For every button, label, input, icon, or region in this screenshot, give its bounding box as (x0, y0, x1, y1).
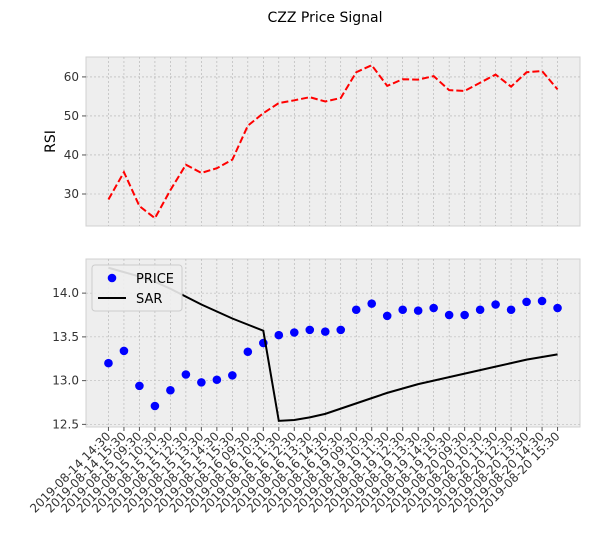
price-point (367, 299, 377, 308)
price-point (336, 325, 346, 335)
price-point (429, 303, 438, 313)
legend-label: SAR (136, 292, 162, 307)
price-point (351, 305, 361, 315)
y-tick-label: 14.0 (52, 286, 79, 300)
y-tick-label: 13.0 (52, 374, 79, 388)
y-tick-label: 50 (64, 109, 79, 123)
y-tick-label: 13.5 (52, 330, 79, 344)
price-point (212, 375, 222, 385)
y-tick-label: 30 (64, 187, 79, 201)
price-point (181, 370, 191, 379)
price-point (166, 385, 175, 395)
figure-title: CZZ Price Signal (267, 10, 382, 26)
price-point (491, 300, 500, 309)
legend-label: PRICE (136, 272, 174, 287)
price-point (320, 327, 330, 336)
price-point (444, 310, 454, 320)
price-point (305, 325, 315, 335)
price-point (228, 371, 237, 380)
price-point (197, 378, 206, 387)
price-point (104, 358, 113, 368)
y-axis-label: RSI (43, 130, 59, 153)
series-line (107, 63, 559, 220)
price-point (274, 330, 284, 340)
y-tick-label: 60 (64, 70, 79, 84)
price-point (398, 305, 407, 315)
price-point (553, 303, 562, 313)
price-point (537, 296, 547, 306)
price-point (382, 311, 392, 321)
plot-area (85, 56, 581, 227)
price-point (475, 305, 485, 315)
y-tick-label: 40 (64, 148, 79, 162)
y-tick-label: 12.5 (52, 417, 79, 431)
price-point (522, 297, 531, 307)
price-point (413, 306, 423, 315)
price-point (460, 310, 469, 320)
price-point (506, 305, 516, 315)
price-point (135, 381, 144, 391)
legend-marker (107, 273, 117, 283)
series-line (108, 266, 558, 422)
price-point (289, 328, 299, 337)
price-point (150, 401, 160, 411)
price-point (119, 346, 129, 356)
price-point (243, 347, 253, 357)
